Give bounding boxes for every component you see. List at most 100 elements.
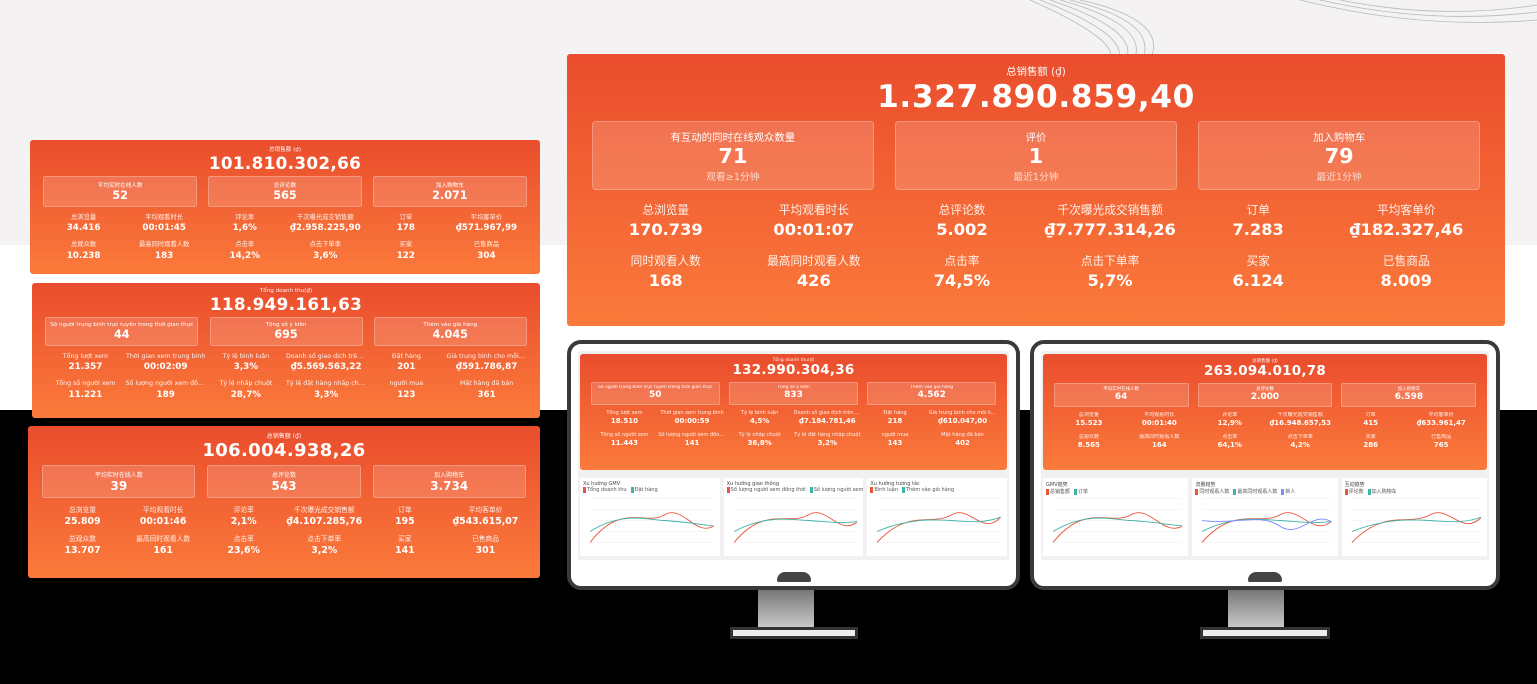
metric: 总观众数 10.238 — [43, 240, 124, 262]
metric: Tổng số người xem 11.443 — [591, 432, 659, 449]
metric-value: 361 — [477, 389, 496, 400]
chart-title: Xu hướng tương tác — [870, 481, 920, 487]
metric-grid: 总浏览量 25.809 平均观看时长 00:01:46 评论率 2,1% 千次曝光成交销售额… — [42, 505, 526, 558]
metric-label: 平均观看时长 — [1144, 411, 1175, 418]
metric-value: ₫633.961,47 — [1416, 419, 1466, 428]
metric-label: 平均客单价 — [470, 213, 503, 221]
metric-value: 195 — [395, 515, 415, 527]
trend-chart: GMV趋势 总销售额 订单 — [1043, 478, 1189, 556]
highlight-value: 2.000 — [1250, 392, 1280, 403]
highlight-label: 有互动的同时在线观众数量 — [670, 131, 796, 144]
metric-value: 28,7% — [230, 389, 262, 400]
metric-label: Tỷ lệ đặt hàng nhấp chuột — [794, 431, 861, 438]
highlight-row: 有互动的同时在线观众数量 71 观看≥1分钟 评价 1 最近1分钟 加入购物车 79 最近1分钟 — [591, 121, 1481, 191]
metric-label: 同时观看人数 — [630, 253, 701, 268]
highlight-card: 评价 1 最近1分钟 — [894, 121, 1178, 191]
legend-item: 最高同时观看人数 — [1233, 489, 1278, 495]
chart-title: Xu hướng GMV — [583, 481, 621, 487]
metric-label: 点击率 — [233, 535, 254, 544]
legend-item: Số lượng người xem trực tuyến mới — [809, 487, 864, 493]
chart-plot — [1351, 498, 1481, 543]
metric-label: 评论率 — [1222, 411, 1238, 418]
legend-item: 总销售额 — [1046, 489, 1071, 495]
metric: 总浏览量 15.523 — [1054, 412, 1124, 429]
highlight-card: Thêm vào giỏ hàng 4.562 — [867, 381, 997, 405]
metric-value: 122 — [396, 250, 415, 261]
metric: 订单 178 — [366, 213, 447, 235]
metric-label: Doanh số giao dịch trên mỗi ng... — [793, 409, 862, 416]
metric-value: ₫7.184.781,46 — [798, 417, 856, 426]
chart-legend: 评论数 加入购物车 — [1344, 488, 1484, 495]
highlight-value: 543 — [271, 478, 297, 493]
metric-value: 143 — [887, 439, 903, 448]
metric-label: 最高同时观看人数 — [1139, 433, 1180, 440]
trend-chart: Xu hướng giao thông Số lượng người xem đồ… — [723, 478, 864, 556]
metric-grid: 总浏览量 34.416 平均观看时长 00:01:45 评论率 1,6% 千次曝光成交销售额… — [43, 213, 526, 262]
metric-grid: Tổng lượt xem 18.510 Thời gian xem trung b… — [591, 409, 996, 449]
metric-value: 12,9% — [1217, 419, 1242, 428]
metric-value: 00:01:46 — [139, 515, 187, 527]
stats-panel: Tổng doanh thu(₫) 118.949.161,63 Số người … — [32, 283, 540, 418]
metric-label: 最高同时观看人数 — [136, 535, 191, 544]
metric: 千次曝光成交销售额 ₫7.777.314,26 — [1036, 202, 1184, 242]
metric-label: 评论率 — [233, 505, 254, 514]
metric: Tỷ lệ bình luận 4,5% — [726, 410, 794, 427]
metric-value: 301 — [475, 545, 496, 557]
metric-label: 买家 — [399, 241, 413, 249]
metric-label: 买家 — [1246, 253, 1270, 268]
metric-value: 123 — [397, 389, 416, 400]
trend-line-decor — [1053, 517, 1183, 532]
total-sales: 118.949.161,63 — [209, 294, 363, 315]
metric-label: Thời gian xem trung bình — [125, 352, 206, 360]
chart-plot — [590, 498, 714, 543]
metric: Tổng lượt xem 18.510 — [591, 410, 659, 427]
metric-label: 千次曝光成交销售额 — [1277, 411, 1323, 418]
trend-line-decor — [1202, 518, 1332, 530]
highlight-label: 加入购物车 — [1313, 131, 1366, 144]
chart-row: GMV趋势 总销售额 订单 流量趋势 同时观看人数 最高同时观看人数 新人 互动趋势 评论数 加入… — [1041, 474, 1489, 560]
metric: Tổng lượt xem 21.357 — [45, 352, 125, 374]
highlight-row: 平均实时在线人数 64 总评论数 2.000 加入购物车 6.598 — [1053, 382, 1477, 407]
highlight-label: 总评论数 — [272, 471, 297, 479]
metric-value: 170.739 — [628, 220, 703, 240]
metric: 同时观看人数 168 — [592, 253, 740, 293]
metric-label: 总观众数 — [1078, 433, 1099, 440]
metric-value: 426 — [796, 271, 831, 291]
metric-value: 4,2% — [1290, 441, 1310, 450]
metric-value: 286 — [1363, 441, 1378, 450]
monitor-screen: 总销售额 (₫) 263.094.010,78 平均实时在线人数 64 总评论数 2.00… — [1041, 351, 1489, 560]
trend-chart: Xu hướng GMV Tổng doanh thu Đặt hàng — [580, 478, 720, 556]
trend-line-decor — [877, 516, 1002, 532]
metric-label: 点击下单率 — [1287, 433, 1313, 440]
metric-label: Tỷ lệ bình luận — [741, 409, 779, 416]
metric: 点击下单率 3,6% — [285, 240, 366, 262]
metric: 千次曝光成交销售额 ₫4.107.285,76 — [284, 505, 365, 528]
metric-label: Thời gian xem trung bình — [660, 409, 724, 416]
metric-value: 3,6% — [313, 250, 338, 261]
trend-line-decor — [733, 512, 858, 543]
metric-label: 千次曝光成交销售额 — [296, 213, 354, 221]
legend-item: Số lượng người xem đồng thời — [726, 487, 806, 493]
metric: 点击下单率 3,2% — [284, 534, 365, 557]
metric-label: 总观众数 — [69, 535, 97, 544]
metric: Tổng số người xem 11.221 — [45, 379, 125, 401]
highlight-value: 64 — [1114, 392, 1128, 403]
trend-line-decor — [733, 518, 858, 532]
highlight-card: 平均实时在线人数 52 — [43, 176, 197, 207]
metric: 平均客单价 ₫571.967,99 — [446, 213, 527, 235]
metric-label: 已售商品 — [1431, 433, 1452, 440]
highlight-value: 50 — [649, 390, 662, 401]
legend-item: 加入购物车 — [1367, 489, 1397, 495]
metric-value: ₫591.786,87 — [455, 362, 518, 373]
metric-value: 161 — [153, 545, 173, 557]
metric-value: 178 — [396, 223, 415, 234]
metric-value: 3,3% — [313, 389, 339, 400]
chart-legend: 总销售额 订单 — [1046, 488, 1185, 495]
highlight-card: Số người trung bình trực tuyến trong thờ… — [590, 381, 720, 405]
highlight-value: 1 — [1028, 143, 1044, 168]
metric-value: 13.707 — [64, 545, 101, 557]
panel-title: 总销售额 (₫) — [1006, 66, 1066, 79]
metric-label: 平均客单价 — [1428, 411, 1454, 418]
highlight-card: 总评论数 543 — [207, 465, 361, 499]
monitor-screen: Tổng doanh thu(₫) 132.990.304,36 Số người … — [578, 351, 1009, 560]
